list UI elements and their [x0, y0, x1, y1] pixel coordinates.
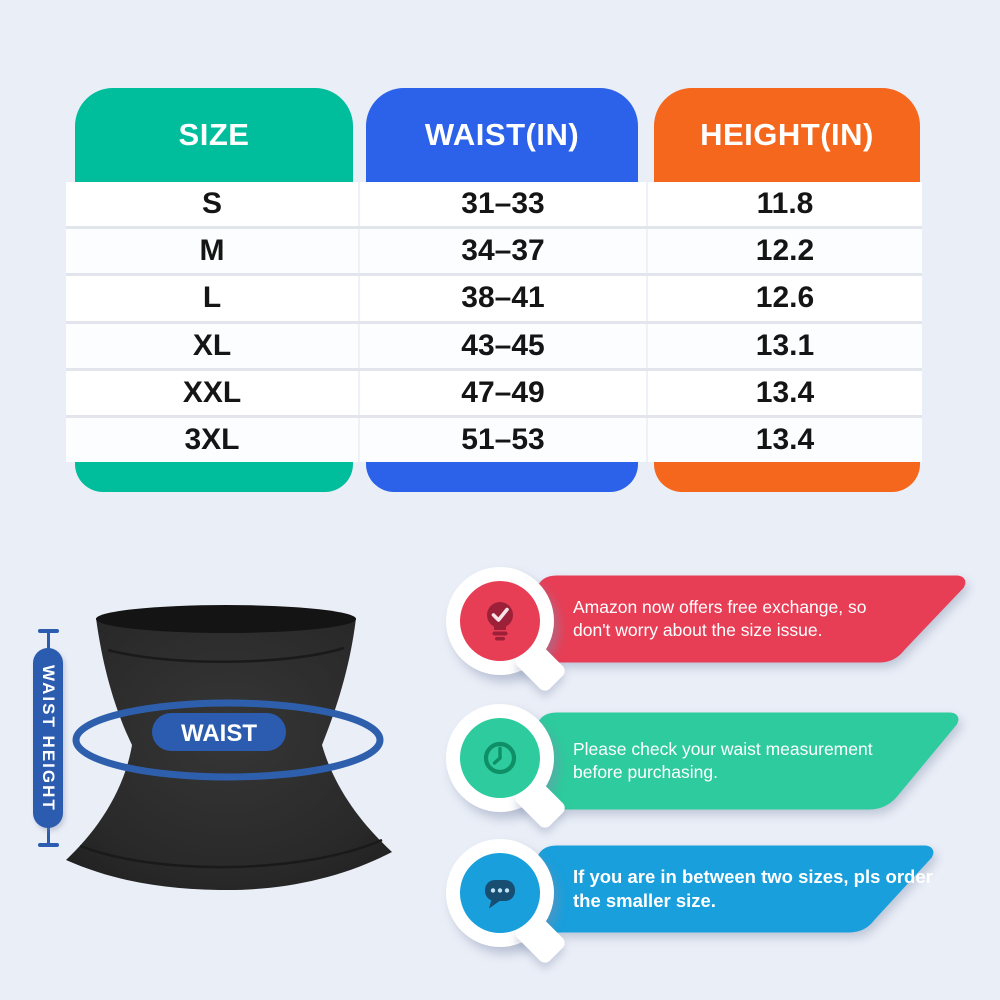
- height-tag-pill: WAIST HEIGHT: [33, 648, 63, 828]
- table-row: 3XL 51–53 13.4: [66, 417, 922, 463]
- lightbulb-check-icon: [460, 581, 540, 661]
- column-header-waist-label: WAIST(IN): [424, 117, 580, 152]
- table-row: XL 43–45 13.1: [66, 323, 922, 371]
- column-header-height-label: HEIGHT(IN): [700, 117, 874, 152]
- clock-icon: [460, 718, 540, 798]
- column-header-height: HEIGHT(IN): [654, 88, 920, 182]
- cell-waist: 43–45: [360, 323, 648, 368]
- waist-measure-ellipse: [72, 699, 384, 781]
- waist-trainer-illustration: WAIST: [66, 605, 392, 890]
- column-header-size: SIZE: [75, 88, 353, 182]
- table-row: XXL 47–49 13.4: [66, 370, 922, 418]
- cell-waist: 38–41: [360, 276, 648, 321]
- cell-size: XL: [66, 323, 360, 368]
- callout-text: Please check your waist measurement befo…: [573, 738, 873, 782]
- cell-height: 11.8: [756, 187, 814, 221]
- height-tag-label: WAIST HEIGHT: [39, 664, 58, 812]
- column-footer-size: [75, 462, 353, 492]
- column-footer-height: [654, 462, 920, 492]
- cell-height: 12.2: [755, 234, 815, 268]
- garment-bottom-stitch: [79, 838, 383, 869]
- callout-text: Amazon now offers free exchange, so don'…: [573, 596, 867, 640]
- garment-top-opening: [96, 605, 356, 633]
- waist-tag-pill: [152, 713, 286, 751]
- cell-height: 13.4: [755, 422, 815, 456]
- cell-height: 12.6: [755, 281, 815, 315]
- waist-tag-label: WAIST: [181, 720, 257, 747]
- column-header-size-label: SIZE: [178, 117, 250, 152]
- table-row: S 31–33 11.8: [66, 182, 922, 230]
- column-header-waist: WAIST(IN): [366, 88, 638, 182]
- size-chart-table: S 31–33 11.8 M 34–37 12.2 L 38–41 12.6 X…: [66, 182, 922, 463]
- cell-waist: 34–37: [360, 229, 648, 274]
- callout-banner-exchange: Amazon now offers free exchange, so don'…: [535, 575, 970, 663]
- height-measure-bottom-cap: [38, 843, 59, 847]
- cell-size: XXL: [66, 370, 360, 415]
- cell-height: 13.4: [755, 375, 815, 409]
- callout-banner-between-sizes: If you are in between two sizes, pls ord…: [535, 845, 938, 933]
- cell-size: S: [66, 182, 360, 227]
- chat-dots-icon: [460, 853, 540, 933]
- table-row: L 38–41 12.6: [66, 276, 922, 324]
- cell-waist: 51–53: [360, 417, 648, 463]
- cell-size: L: [66, 276, 360, 321]
- cell-size: M: [66, 229, 360, 274]
- table-row: M 34–37 12.2: [66, 229, 922, 277]
- cell-height: 13.1: [755, 328, 815, 362]
- cell-waist: 31–33: [360, 182, 648, 227]
- callout-banner-measure: Please check your waist measurement befo…: [535, 712, 963, 810]
- callout-text: If you are in between two sizes, pls ord…: [573, 865, 933, 911]
- garment-body: [66, 618, 392, 890]
- column-footer-waist: [366, 462, 638, 492]
- garment-top-stitch: [107, 646, 345, 663]
- cell-waist: 47–49: [360, 370, 648, 415]
- cell-size: 3XL: [66, 417, 360, 463]
